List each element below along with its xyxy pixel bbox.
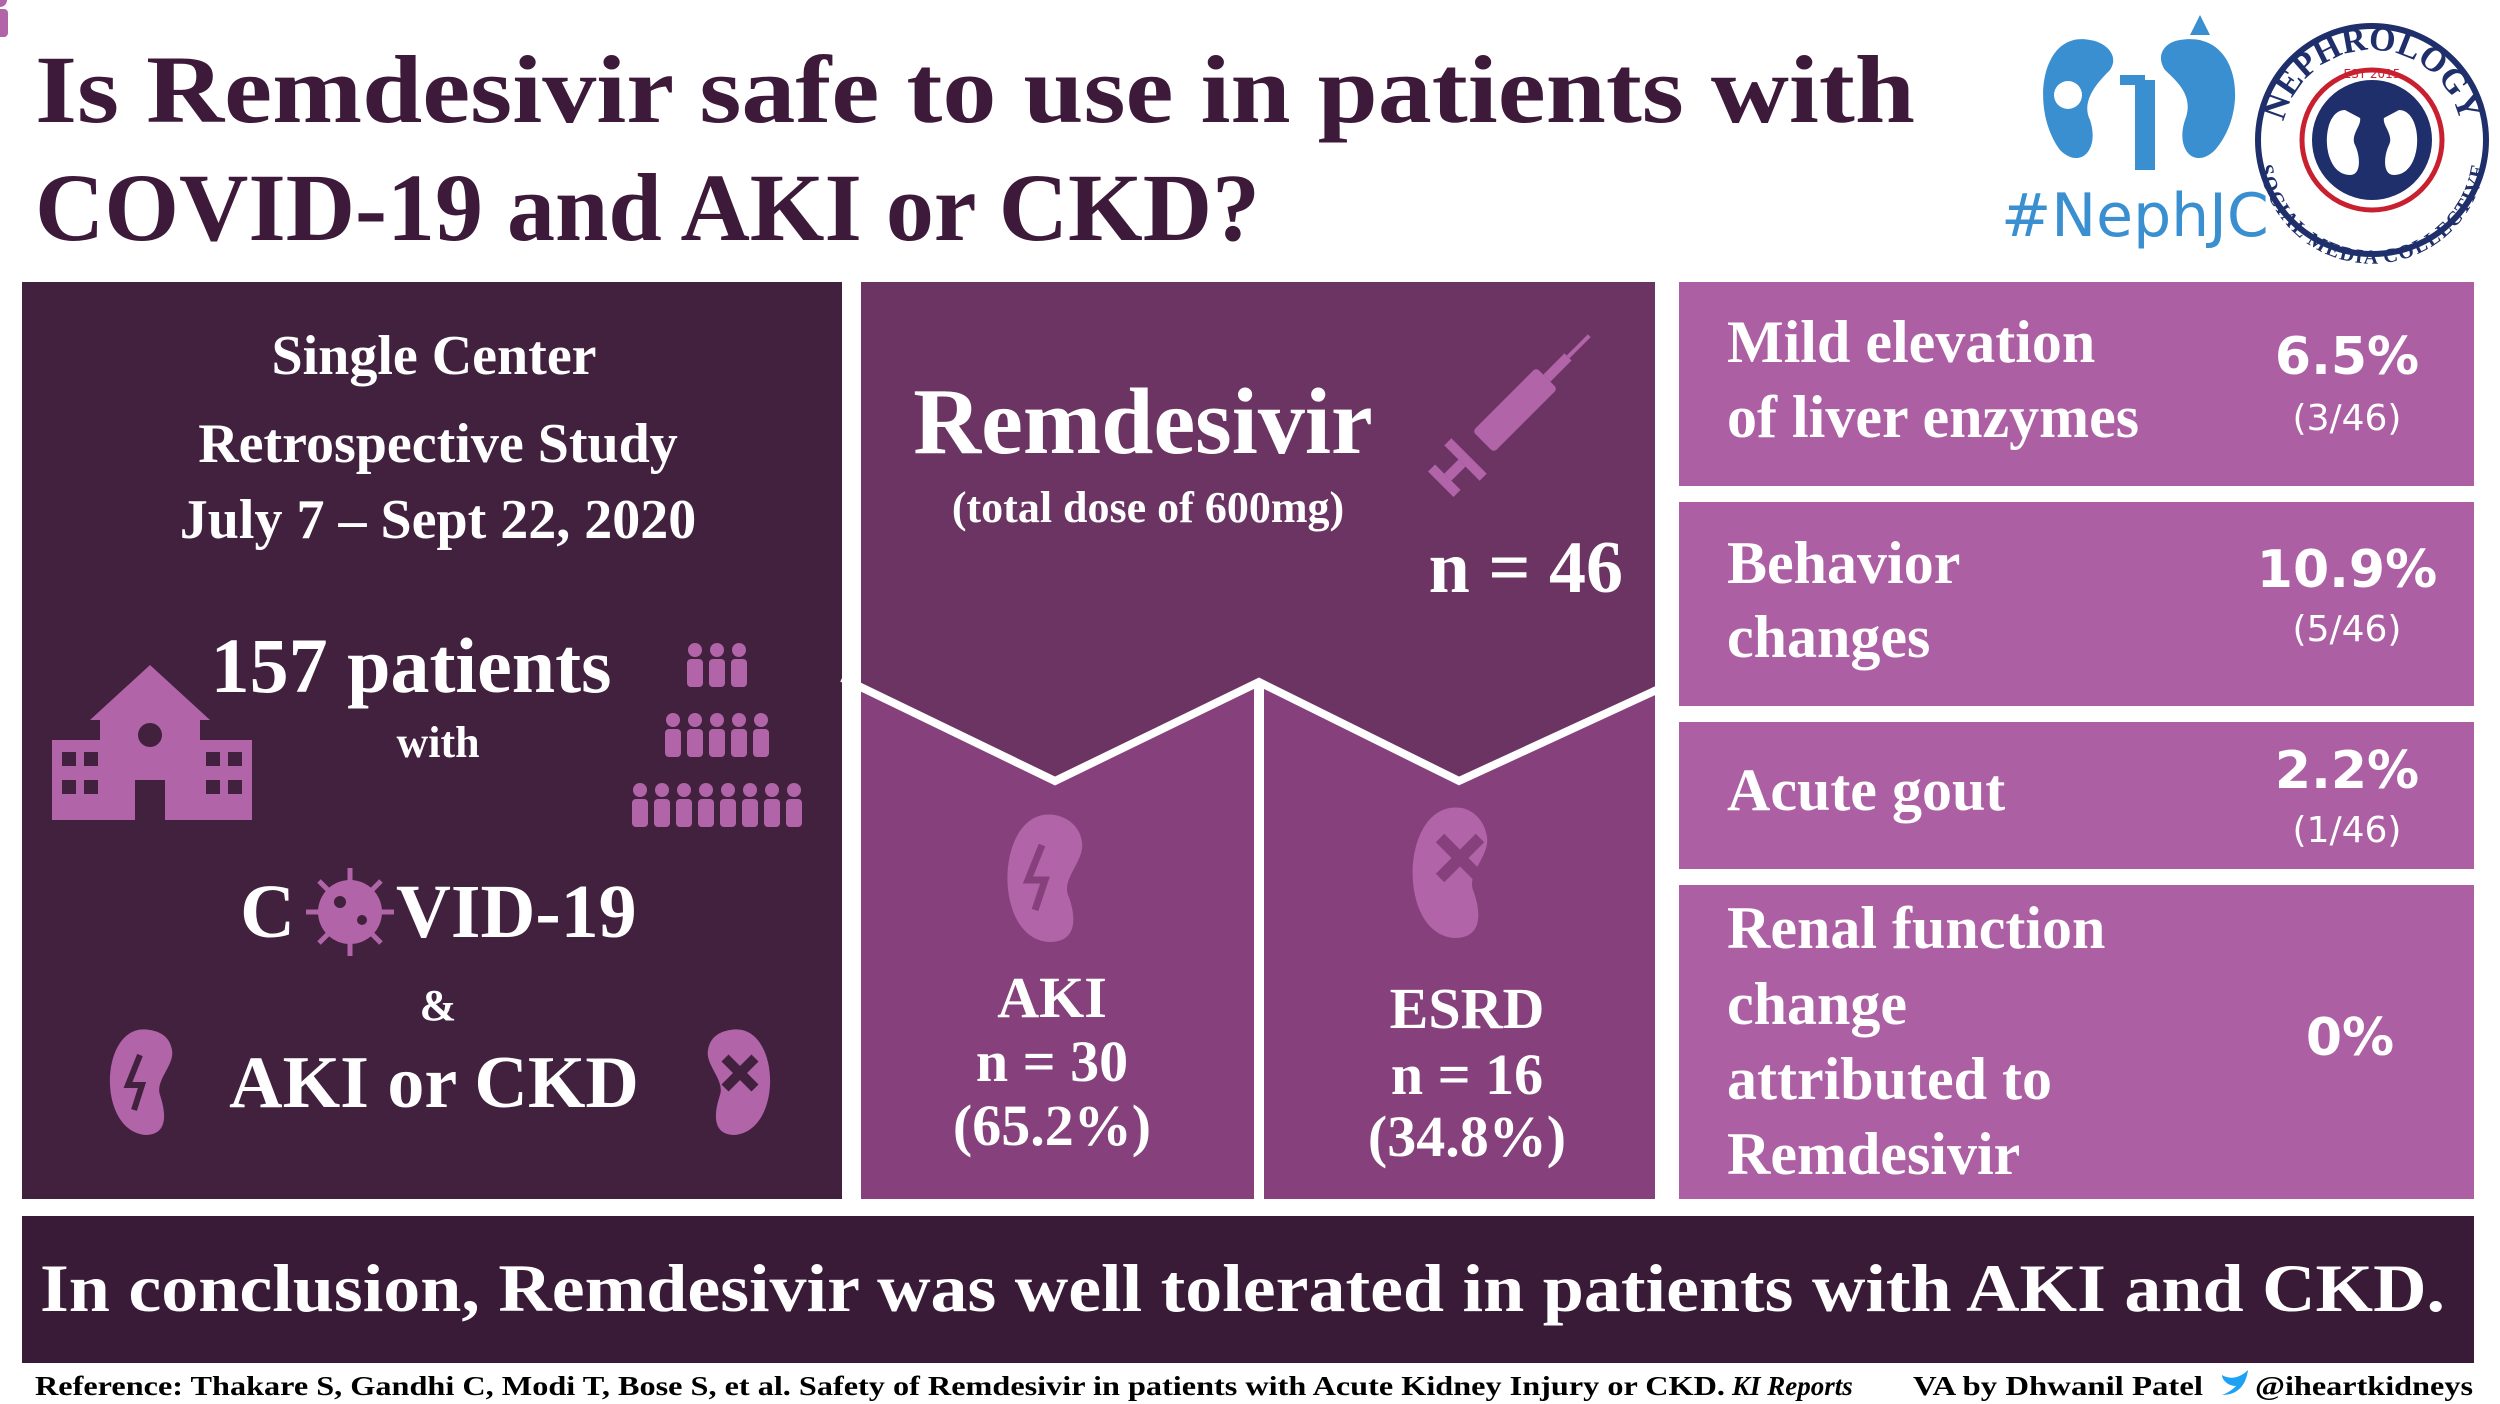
conclusion: In conclusion, Remdesivir was well toler… (40, 1250, 2445, 1326)
title-line: COVID-19 and AKI or CKD? (35, 154, 1260, 261)
ampersand: & (420, 981, 457, 1030)
ring-est: EST 2015 (2344, 67, 2401, 81)
group-share: (65.2%) (953, 1093, 1151, 1158)
effect-percent: 0% (2306, 1008, 2394, 1068)
effect-row (1679, 502, 2474, 706)
drug-dose: (total dose of 600mg) (952, 483, 1344, 532)
reference: Reference: Thakare S, Gandhi C, Modi T, … (35, 1371, 1725, 1401)
with: with (396, 718, 479, 767)
kidney-ckd-icon (707, 1029, 771, 1135)
covid-start: C (240, 870, 295, 954)
effect-row (1679, 722, 2474, 869)
effect-label: change (1727, 971, 1907, 1037)
effect-row (1679, 282, 2474, 486)
credit: VA by Dhwanil Patel (1913, 1371, 2204, 1401)
effect-fraction: (3/46) (2293, 398, 2402, 439)
effect-fraction: (1/46) (2293, 810, 2402, 851)
effect-fraction: (5/46) (2293, 609, 2402, 650)
drug-header (861, 282, 1655, 781)
effect-percent: 10.9% (2257, 540, 2437, 600)
people-icon (0, 0, 802, 827)
effect-label: Renal function (1727, 895, 2105, 961)
drug-name: Remdesivir (913, 370, 1372, 474)
twitter-icon (2222, 1370, 2248, 1395)
nephjc-logo: #NephJC (2001, 15, 2269, 251)
study-line: July 7 – Sept 22, 2020 (180, 489, 697, 551)
title-line: Is Remdesivir safe to use in patients wi… (35, 36, 1915, 143)
study-line: Single Center (271, 325, 596, 387)
kidney-aki-icon (1007, 814, 1083, 942)
effect-label: attributed to (1727, 1046, 2052, 1112)
effect-label: Behavior (1727, 530, 1960, 596)
syringe-icon (1428, 334, 1591, 497)
group-share: (34.8%) (1368, 1104, 1566, 1169)
effect-row (1679, 885, 2474, 1199)
effect-percent: 2.2% (2275, 741, 2419, 801)
group-n: n = 30 (976, 1029, 1128, 1094)
effect-percent: 6.5% (2275, 327, 2419, 387)
group-label: ESRD (1390, 976, 1545, 1041)
drug-n: n = 46 (1429, 527, 1623, 609)
effect-label: Acute gout (1727, 757, 2005, 823)
effect-label: changes (1727, 604, 1930, 670)
conclusion-banner (22, 1216, 2474, 1363)
conditions: AKI or CKD (229, 1042, 639, 1124)
hospital-icon (52, 665, 252, 820)
group-n: n = 16 (1391, 1042, 1543, 1107)
effect-label: of liver enzymes (1727, 384, 2139, 450)
journal: KI Reports (1731, 1371, 1853, 1401)
group-label: AKI (997, 965, 1107, 1030)
hashtag: #NephJC (2001, 181, 2269, 251)
nephrology-logo: NEPHROLOGY SOCIAL MEDIA COLLECTIVE EST 2… (2254, 20, 2489, 268)
kidney-aki-icon (109, 1029, 173, 1135)
study-line: Retrospective Study (198, 413, 678, 475)
virus-icon (306, 868, 394, 956)
kidney-esrd-icon (1412, 807, 1488, 938)
patients: 157 patients (211, 622, 612, 709)
handle: @iheartkidneys (2255, 1371, 2473, 1401)
effect-label: Remdesivir (1727, 1121, 2020, 1187)
effect-label: Mild elevation (1727, 309, 2095, 375)
covid-end: VID-19 (396, 870, 637, 954)
